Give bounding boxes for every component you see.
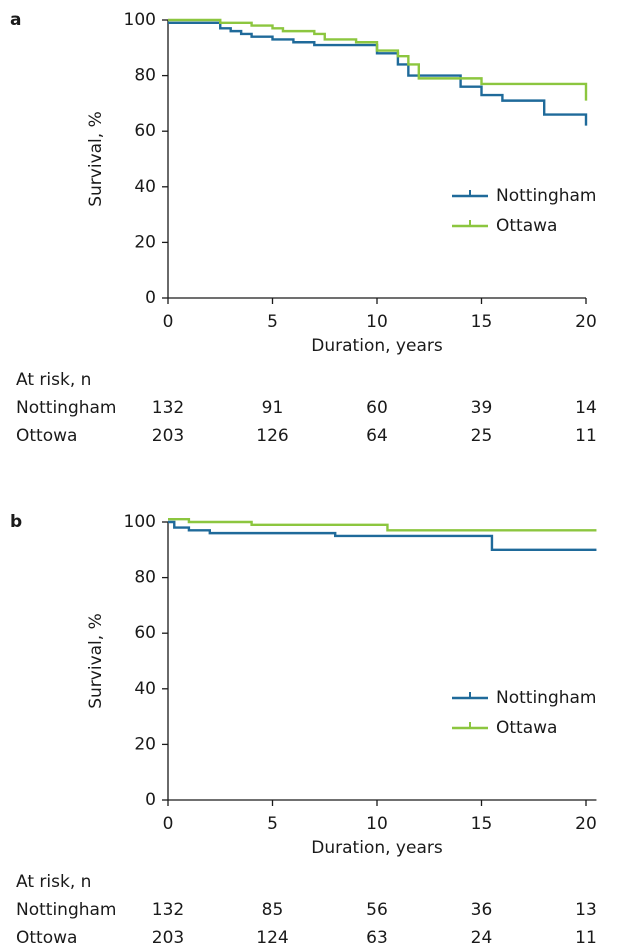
at-risk-count: 36 xyxy=(471,900,493,920)
y-tick-label: 20 xyxy=(134,232,156,252)
y-tick-label: 0 xyxy=(145,288,156,308)
survival-curve xyxy=(168,520,597,551)
x-tick-label: 15 xyxy=(471,312,493,332)
x-axis-title: Duration, years xyxy=(311,838,443,858)
at-risk-count: 60 xyxy=(366,398,388,418)
at-risk-count: 124 xyxy=(256,928,288,946)
x-tick-label: 5 xyxy=(267,312,278,332)
legend-label: Nottingham xyxy=(496,186,597,206)
panel-label: b xyxy=(10,512,22,532)
at-risk-title: At risk, n xyxy=(16,872,91,892)
at-risk-name: Nottingham xyxy=(16,900,117,920)
survival-curve xyxy=(168,21,588,126)
y-tick-label: 60 xyxy=(134,121,156,141)
at-risk-count: 25 xyxy=(471,426,493,446)
x-tick-label: 15 xyxy=(471,814,493,834)
y-tick-label: 60 xyxy=(134,623,156,643)
at-risk-title: At risk, n xyxy=(16,370,91,390)
y-tick-label: 80 xyxy=(134,568,156,588)
at-risk-count: 85 xyxy=(262,900,284,920)
at-risk-count: 132 xyxy=(152,398,184,418)
at-risk-count: 14 xyxy=(575,398,597,418)
y-tick-label: 40 xyxy=(134,177,156,197)
y-tick-label: 100 xyxy=(124,10,156,30)
at-risk-name: Ottowa xyxy=(16,426,77,446)
at-risk-count: 39 xyxy=(471,398,493,418)
x-tick-label: 0 xyxy=(163,312,174,332)
at-risk-count: 132 xyxy=(152,900,184,920)
at-risk-count: 56 xyxy=(366,900,388,920)
x-axis-title: Duration, years xyxy=(311,336,443,356)
x-tick-label: 0 xyxy=(163,814,174,834)
survival-curve xyxy=(168,18,588,101)
at-risk-count: 11 xyxy=(575,928,597,946)
y-tick-label: 80 xyxy=(134,66,156,86)
y-tick-label: 40 xyxy=(134,679,156,699)
at-risk-count: 13 xyxy=(575,900,597,920)
panel-label: a xyxy=(10,10,21,30)
x-tick-label: 10 xyxy=(366,814,388,834)
y-tick-label: 20 xyxy=(134,734,156,754)
at-risk-count: 63 xyxy=(366,928,388,946)
at-risk-count: 203 xyxy=(152,928,184,946)
at-risk-name: Nottingham xyxy=(16,398,117,418)
legend-label: Ottawa xyxy=(496,216,557,236)
x-tick-label: 20 xyxy=(575,312,597,332)
y-tick-label: 0 xyxy=(145,790,156,810)
at-risk-count: 64 xyxy=(366,426,388,446)
legend-label: Nottingham xyxy=(496,688,597,708)
at-risk-count: 126 xyxy=(256,426,288,446)
at-risk-name: Ottowa xyxy=(16,928,77,946)
x-tick-label: 5 xyxy=(267,814,278,834)
y-axis-title: Survival, % xyxy=(86,613,106,709)
at-risk-count: 24 xyxy=(471,928,493,946)
at-risk-count: 203 xyxy=(152,426,184,446)
survival-curve xyxy=(168,518,597,532)
legend-label: Ottawa xyxy=(496,718,557,738)
at-risk-count: 11 xyxy=(575,426,597,446)
x-tick-label: 20 xyxy=(575,814,597,834)
x-tick-label: 10 xyxy=(366,312,388,332)
y-axis-title: Survival, % xyxy=(86,111,106,207)
at-risk-count: 91 xyxy=(262,398,284,418)
y-tick-label: 100 xyxy=(124,512,156,532)
